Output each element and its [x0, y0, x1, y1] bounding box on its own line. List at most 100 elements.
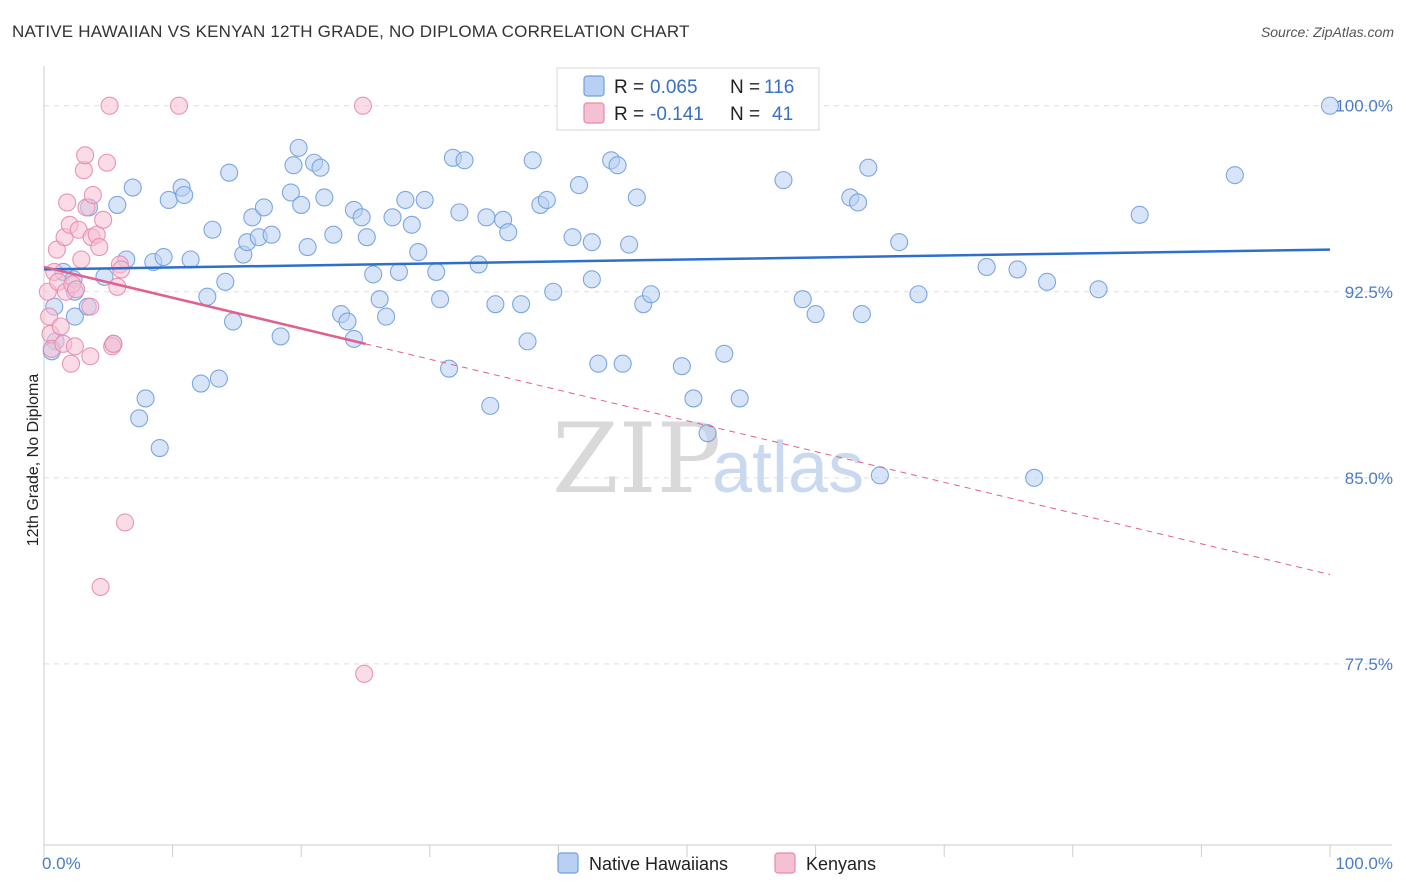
point-native-hawaiians-84 — [589, 354, 608, 373]
point-native-hawaiians-65 — [450, 203, 469, 222]
point-native-hawaiians-113 — [1130, 205, 1149, 224]
point-native-hawaiians-35 — [262, 225, 281, 244]
point-native-hawaiians-104 — [859, 158, 878, 177]
chart-title: NATIVE HAWAIIAN VS KENYAN 12TH GRADE, NO… — [12, 22, 690, 41]
y-tick-label-2: 85.0% — [1345, 469, 1393, 488]
point-native-hawaiians-82 — [582, 233, 601, 252]
point-native-hawaiians-115 — [1320, 96, 1340, 115]
legend-swatch-native-hawaiians — [583, 75, 605, 97]
legend-swatch-kenyans — [583, 102, 605, 124]
point-kenyans-28 — [94, 210, 113, 229]
point-native-hawaiians-50 — [352, 208, 371, 227]
point-kenyans-38 — [353, 96, 372, 115]
point-native-hawaiians-75 — [523, 151, 542, 170]
point-native-hawaiians-53 — [370, 290, 389, 309]
y-axis-label: 12th Grade, No Diploma — [25, 374, 42, 547]
point-native-hawaiians-92 — [672, 357, 691, 376]
point-native-hawaiians-109 — [1008, 260, 1027, 279]
point-kenyans-13 — [61, 354, 81, 373]
point-native-hawaiians-40 — [292, 195, 311, 214]
watermark: ZIP atlas — [552, 403, 864, 515]
point-native-hawaiians-24 — [198, 287, 217, 306]
point-kenyans-31 — [104, 334, 123, 353]
legend-r-label-1: R = — [614, 77, 644, 98]
point-kenyans-16 — [67, 280, 86, 299]
point-native-hawaiians-60 — [415, 190, 434, 210]
point-native-hawaiians-70 — [486, 295, 505, 314]
point-native-hawaiians-54 — [377, 307, 396, 326]
point-native-hawaiians-18 — [154, 247, 173, 267]
point-native-hawaiians-32 — [243, 208, 262, 227]
point-native-hawaiians-27 — [216, 272, 235, 291]
point-native-hawaiians-96 — [730, 389, 749, 408]
trend-lines — [43, 248, 1331, 576]
point-kenyans-18 — [72, 250, 91, 269]
point-kenyans-22 — [81, 297, 100, 316]
point-native-hawaiians-28 — [220, 163, 239, 182]
point-kenyans-29 — [97, 153, 117, 172]
point-kenyans-15 — [65, 337, 84, 356]
point-native-hawaiians-68 — [477, 208, 496, 227]
point-native-hawaiians-44 — [315, 188, 334, 207]
point-native-hawaiians-103 — [852, 305, 871, 324]
point-kenyans-20 — [76, 146, 95, 165]
point-native-hawaiians-13 — [123, 178, 142, 197]
point-native-hawaiians-105 — [870, 466, 889, 485]
point-native-hawaiians-26 — [209, 369, 228, 388]
point-native-hawaiians-73 — [512, 295, 531, 314]
x-tick-labels: 0.0% 100.0% — [42, 854, 1393, 873]
point-native-hawaiians-83 — [582, 270, 601, 289]
point-native-hawaiians-56 — [389, 262, 408, 281]
point-native-hawaiians-23 — [191, 374, 210, 393]
point-kenyans-7 — [51, 317, 70, 336]
point-kenyans-39 — [355, 664, 374, 683]
point-native-hawaiians-19 — [159, 190, 178, 210]
scatter-points — [38, 96, 1340, 683]
x-tick-label-0: 0.0% — [42, 854, 81, 873]
point-native-hawaiians-17 — [150, 439, 169, 458]
legend-n-label-2: N = — [730, 104, 760, 125]
legend-n-label-1: N = — [730, 77, 760, 98]
source-label: Source: ZipAtlas.com — [1260, 24, 1394, 40]
point-native-hawaiians-47 — [338, 312, 357, 331]
point-native-hawaiians-77 — [537, 190, 556, 210]
watermark-zip: ZIP — [552, 403, 721, 515]
point-native-hawaiians-52 — [364, 265, 383, 284]
point-kenyans-26 — [90, 238, 109, 257]
point-native-hawaiians-99 — [806, 305, 825, 324]
watermark-atlas: atlas — [712, 428, 864, 508]
trend-line-native-hawaiians — [43, 248, 1331, 271]
point-native-hawaiians-102 — [848, 193, 868, 212]
point-native-hawaiians-97 — [774, 171, 793, 190]
grid-lines — [44, 105, 1392, 665]
y-tick-labels: 100.0% 92.5% 85.0% 77.5% — [1335, 97, 1393, 674]
y-tick-label-3: 77.5% — [1345, 655, 1393, 674]
point-native-hawaiians-34 — [254, 198, 273, 217]
point-kenyans-36 — [100, 96, 119, 115]
point-native-hawaiians-51 — [357, 228, 376, 247]
point-native-hawaiians-78 — [544, 282, 563, 301]
legend-r-value-1: 0.065 — [650, 77, 698, 98]
point-native-hawaiians-39 — [289, 138, 308, 157]
stats-legend: R = 0.065 N = 116 R = -0.141 N = 41 — [556, 67, 820, 131]
point-native-hawaiians-29 — [223, 312, 243, 331]
point-native-hawaiians-69 — [481, 396, 500, 415]
legend-r-value-2: -0.141 — [650, 104, 704, 125]
point-native-hawaiians-80 — [569, 176, 589, 195]
bottom-legend-swatch-native-hawaiians — [557, 852, 579, 874]
y-tick-label-1: 92.5% — [1345, 283, 1393, 302]
point-kenyans-27 — [91, 577, 110, 597]
point-native-hawaiians-95 — [715, 344, 734, 363]
point-native-hawaiians-67 — [469, 255, 488, 274]
trend-line-kenyans — [43, 265, 366, 346]
point-kenyans-40 — [81, 347, 100, 366]
point-native-hawaiians-89 — [627, 188, 646, 207]
point-native-hawaiians-61 — [427, 262, 446, 281]
point-native-hawaiians-41 — [298, 238, 317, 257]
trend-line-kenyans-extrapolated — [365, 343, 1331, 576]
point-native-hawaiians-87 — [613, 354, 632, 373]
point-native-hawaiians-86 — [608, 156, 627, 175]
point-native-hawaiians-6 — [65, 307, 84, 326]
legend-r-label-2: R = — [614, 104, 644, 125]
point-native-hawaiians-59 — [409, 243, 428, 262]
